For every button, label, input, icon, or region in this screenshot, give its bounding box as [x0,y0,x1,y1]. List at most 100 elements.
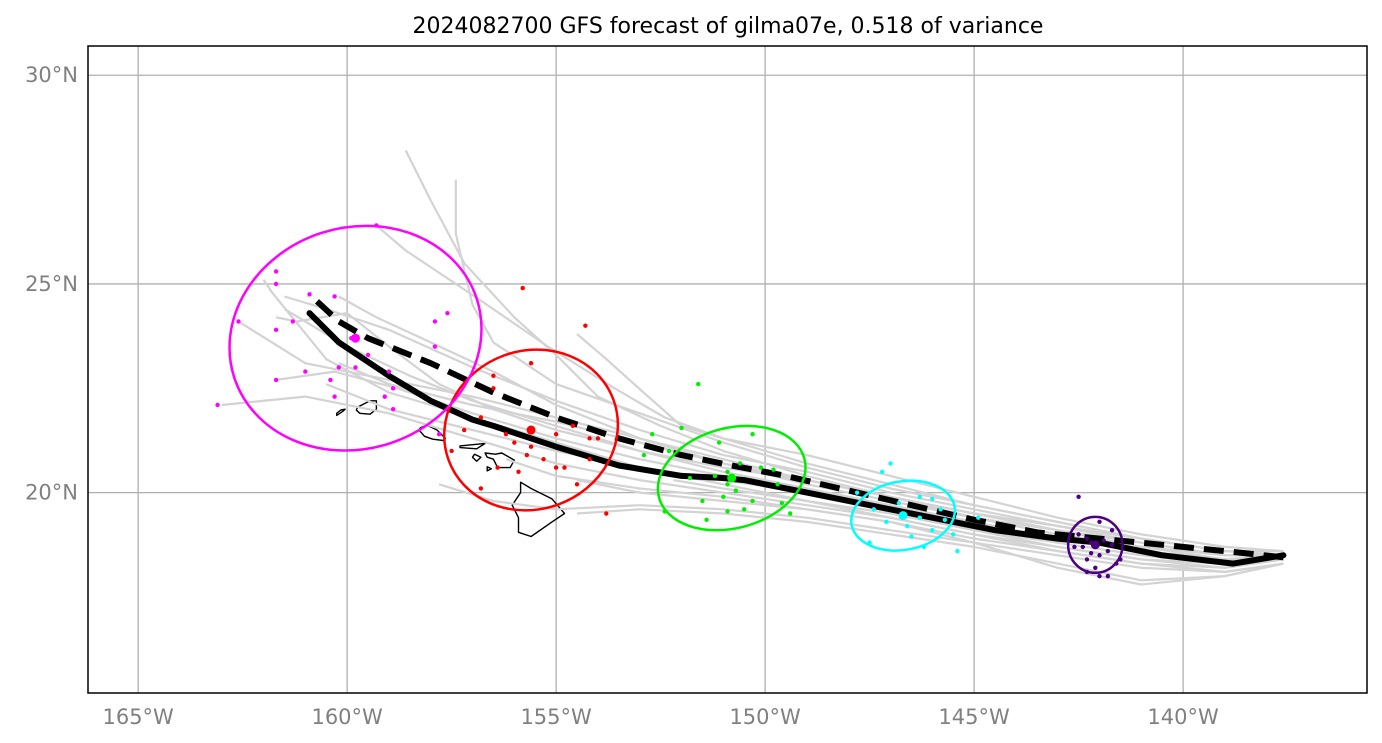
member-position-point [1088,550,1094,556]
member-position-point [449,448,454,454]
plot-frame [87,45,1368,694]
member-position-point [432,344,438,349]
member-position-point [307,292,312,297]
cluster-center-point [351,333,361,343]
member-position-point [587,457,592,462]
member-position-point [495,465,500,470]
member-position-point [365,352,371,358]
member-position-point [930,496,935,502]
member-position-point [587,436,592,441]
island-outline [511,481,566,538]
member-position-point [553,465,559,470]
member-position-point [721,494,726,500]
member-position-point [1105,573,1111,579]
member-position-point [461,427,467,433]
longitude-tick-label: 165°W [102,705,174,729]
member-position-point [1101,538,1106,543]
latitude-tick-labels: 20°N 25°N 30°N [25,63,78,504]
member-position-point [854,490,860,495]
member-position-point [976,515,981,520]
cluster-center-point [526,425,536,435]
uncertainty-ellipse [850,479,957,552]
member-position-point [382,394,387,399]
member-position-point [951,532,956,537]
uncertainty-ellipse [1066,515,1124,575]
member-position-point [491,373,496,378]
uncertainty-ellipse [228,224,483,452]
ensemble-member-track [576,333,1284,553]
member-position-point [236,319,241,324]
member-position-point [512,440,517,445]
member-position-point [1109,528,1115,533]
longitude-tick-label: 160°W [311,705,383,729]
member-position-point [942,517,948,522]
cluster-center-point [898,511,908,521]
member-position-point [750,498,755,504]
plot-background [88,46,1367,693]
island-outline [459,442,486,450]
member-position-point [336,365,341,370]
longitude-tick-label: 155°W [520,705,592,729]
member-position-point [733,488,739,493]
member-position-point [386,369,392,374]
member-position-point [478,486,484,491]
member-position-point [712,473,718,479]
member-position-point [905,523,910,529]
member-position-point [771,467,776,472]
member-position-point [888,461,893,466]
member-position-point [1097,553,1102,558]
member-position-point [1097,519,1102,525]
member-position-point [775,482,780,487]
member-position-point [570,423,576,429]
ensemble-member-tracks [221,149,1284,586]
forecast-position-clusters [215,223,1124,579]
plot-area [87,45,1368,694]
cluster-center-point [727,473,737,483]
forecast-position-cluster [641,381,807,532]
longitude-tick-label: 145°W [938,705,1010,729]
member-position-point [273,281,279,287]
member-position-point [1080,544,1085,550]
member-position-point [273,327,279,333]
member-position-point [332,294,337,299]
member-position-point [595,436,601,441]
member-position-point [1105,548,1111,554]
member-position-point [273,269,279,274]
member-position-point [524,452,530,458]
member-position-point [758,465,764,470]
uncertainty-ellipse [442,348,620,512]
member-position-point [553,432,559,437]
figure-title: 2024082700 GFS forecast of gilma07e, 0.5… [413,14,1044,39]
member-position-point [1072,544,1077,550]
member-position-point [432,319,438,324]
uncertainty-ellipse [656,424,807,532]
longitude-tick-label: 150°W [729,705,801,729]
member-position-point [687,475,693,481]
member-position-point [390,386,396,391]
member-position-point [884,519,889,525]
forecast-position-cluster [215,223,483,452]
member-position-point [604,511,609,516]
member-position-point [896,500,902,506]
member-position-point [917,515,922,520]
member-position-point [938,507,943,512]
member-position-point [700,498,705,504]
member-position-point [742,507,747,512]
member-position-point [779,500,785,506]
member-position-point [353,365,358,370]
member-position-point [332,394,337,399]
latitude-tick-label: 25°N [25,272,78,296]
member-position-point [215,402,220,408]
latitude-tick-label: 20°N [25,481,78,505]
member-position-point [725,469,730,474]
ensemble-member-track [673,479,1284,569]
ensemble-member-track [375,224,1284,553]
latitude-tick-label: 30°N [25,63,78,87]
member-position-point [1093,565,1098,570]
member-position-point [303,369,308,374]
member-position-point [574,482,580,487]
member-position-point [917,494,922,500]
member-position-point [390,406,396,412]
member-position-point [725,482,730,487]
